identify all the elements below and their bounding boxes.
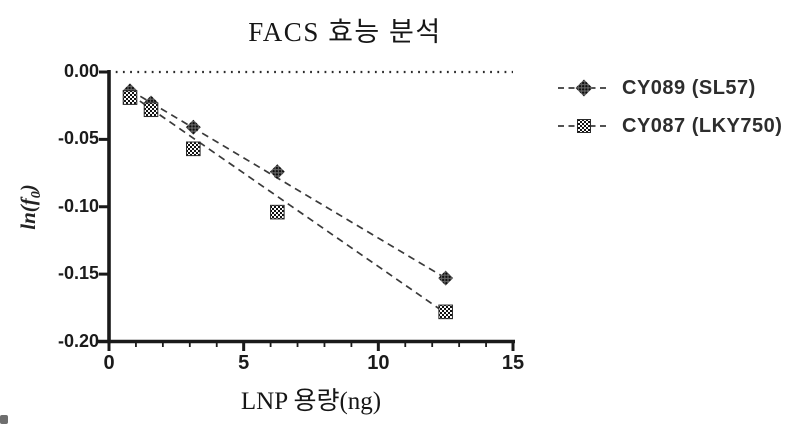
data-point-cy087	[122, 90, 138, 105]
y-tick-label: 0.00	[63, 61, 99, 81]
data-point-cy089	[269, 164, 285, 180]
legend-item-cy087: CY087 (LKY750)	[556, 110, 782, 142]
x-tick-label: 10	[367, 352, 390, 374]
diamond-marker-icon	[575, 79, 593, 97]
scan-artifact	[0, 415, 8, 424]
x-tick-label: 15	[501, 352, 525, 374]
x-axis-title: LNP 용량(ng)	[240, 388, 382, 415]
legend-item-cy089: CY089 (SL57)	[556, 72, 782, 104]
x-tick-label: 0	[103, 352, 115, 374]
y-tick-label: -0.10	[57, 195, 99, 216]
data-point-cy087	[270, 204, 285, 220]
legend-label-cy087: CY087 (LKY750)	[622, 114, 783, 137]
y-tick-label: -0.15	[57, 263, 99, 284]
y-tick-label: -0.20	[57, 330, 99, 351]
data-point-cy087	[143, 102, 159, 118]
legend-label-cy089: CY089 (SL57)	[622, 76, 756, 99]
data-point-cy087	[438, 304, 453, 320]
trend-line-cy089	[129, 89, 447, 279]
legend-key-cy089	[558, 79, 610, 97]
trend-line-cy087	[129, 93, 447, 314]
data-point-cy089	[185, 119, 201, 135]
legend: CY089 (SL57) CY087 (LKY750)	[556, 72, 782, 148]
data-point-cy089	[438, 270, 454, 286]
data-point-cy087	[186, 141, 201, 157]
square-marker-icon	[577, 119, 591, 133]
chart-title: FACS 효능 분석	[248, 17, 442, 47]
y-tick-label: -0.05	[57, 128, 99, 149]
y-axis-title-close: )	[16, 184, 40, 192]
x-tick-label: 5	[238, 352, 250, 374]
legend-key-cy087	[558, 119, 610, 133]
